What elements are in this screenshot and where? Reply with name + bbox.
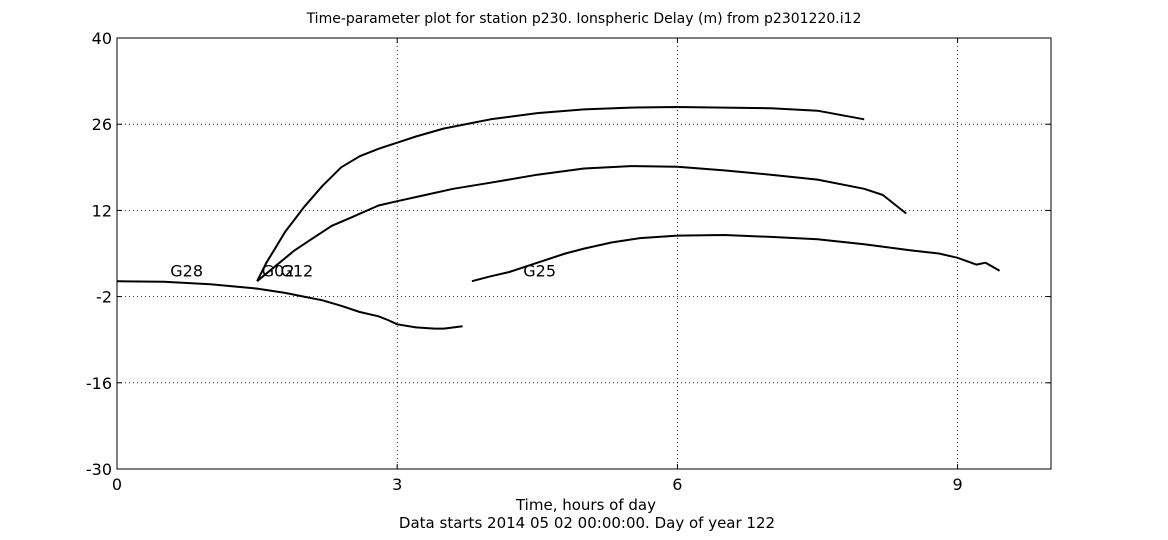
- x-tick-label: 3: [392, 475, 402, 494]
- series-line-g02: [256, 106, 865, 282]
- ticks: 0 3 6 9 -30 -16 -2 12 26 40: [86, 29, 1051, 494]
- plot-frame: [116, 37, 1052, 470]
- y-tick-label: -30: [86, 460, 112, 479]
- series-line-g28: [116, 280, 463, 330]
- y-tick-label: 12: [92, 201, 112, 220]
- x-tick-label: 6: [672, 475, 682, 494]
- x-axis-label: Time, hours of day: [515, 496, 656, 514]
- series-group: [116, 106, 1001, 330]
- chart-title: Time-parameter plot for station p230. Io…: [306, 11, 862, 27]
- y-tick-label: -2: [96, 288, 112, 307]
- y-tick-label: -16: [86, 374, 112, 393]
- series-label-g12: G12: [280, 261, 313, 280]
- x-tick-label: 9: [953, 475, 963, 494]
- series-line-g25: [471, 234, 1001, 283]
- x-tick-label: 0: [112, 475, 122, 494]
- x-axis-sublabel: Data starts 2014 05 02 00:00:00. Day of …: [399, 514, 775, 532]
- series-line-g12: [256, 165, 907, 282]
- grid: [116, 37, 1051, 470]
- series-label-g25: G25: [523, 261, 556, 280]
- y-tick-label: 26: [92, 115, 112, 134]
- y-tick-label: 40: [92, 29, 112, 48]
- series-label-g28: G28: [170, 261, 203, 280]
- series-label-g02: G02: [262, 261, 295, 280]
